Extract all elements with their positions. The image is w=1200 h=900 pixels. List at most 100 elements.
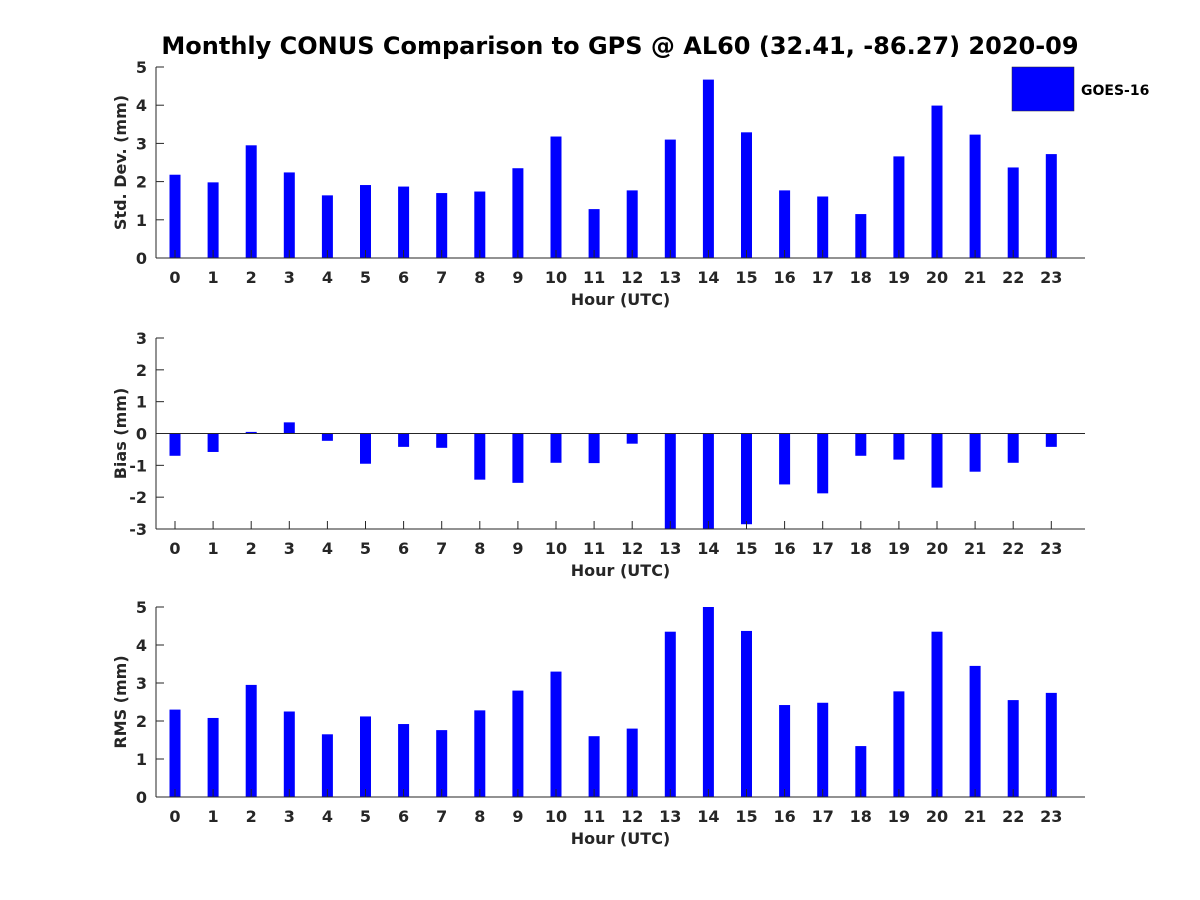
- y-tick-label: 3: [136, 329, 147, 348]
- x-tick-label: 23: [1040, 539, 1062, 558]
- x-tick-label: 19: [888, 807, 910, 826]
- bar-hour-16: [779, 433, 791, 485]
- bar-hour-13: [664, 433, 676, 529]
- legend-label: GOES-16: [1081, 83, 1149, 99]
- bar-hour-20: [931, 105, 943, 258]
- bar-hour-22: [1007, 433, 1019, 463]
- y-tick-label: -3: [129, 520, 147, 539]
- bar-hour-19: [893, 433, 905, 460]
- x-tick-label: 9: [512, 807, 523, 826]
- x-tick-label: 10: [545, 268, 567, 287]
- bar-hour-0: [169, 709, 181, 797]
- x-tick-label: 18: [850, 539, 872, 558]
- x-tick-label: 9: [512, 539, 523, 558]
- x-tick-label: 12: [621, 268, 643, 287]
- x-tick-label: 1: [208, 539, 219, 558]
- bar-hour-16: [779, 190, 791, 258]
- x-tick-label: 10: [545, 807, 567, 826]
- bar-hour-12: [626, 433, 638, 444]
- x-tick-label: 4: [322, 807, 333, 826]
- bar-hour-4: [321, 195, 333, 258]
- x-tick-label: 11: [583, 807, 605, 826]
- y-axis-label: Std. Dev. (mm): [111, 95, 130, 230]
- bar-hour-5: [360, 433, 371, 464]
- bar-hour-4: [321, 433, 333, 441]
- bar-hour-21: [969, 665, 981, 797]
- x-axis-label: Hour (UTC): [571, 290, 671, 309]
- legend: GOES-16: [1011, 66, 1149, 112]
- x-tick-label: 0: [169, 539, 180, 558]
- bar-hour-5: [360, 716, 371, 797]
- x-tick-label: 22: [1002, 268, 1024, 287]
- bar-hour-6: [398, 186, 410, 258]
- bar-hour-23: [1045, 692, 1057, 797]
- x-tick-label: 21: [964, 539, 986, 558]
- y-tick-label: -1: [129, 456, 147, 475]
- x-tick-label: 17: [812, 539, 834, 558]
- x-tick-label: 19: [888, 268, 910, 287]
- bar-hour-8: [474, 433, 486, 480]
- x-tick-label: 16: [773, 268, 795, 287]
- x-tick-label: 18: [850, 807, 872, 826]
- bar-hour-12: [626, 728, 638, 797]
- bar-hour-21: [969, 433, 981, 472]
- bar-hour-1: [207, 433, 219, 452]
- bar-hour-19: [893, 691, 905, 797]
- bar-hour-4: [321, 734, 333, 797]
- bar-hour-12: [626, 190, 638, 258]
- x-tick-label: 20: [926, 539, 948, 558]
- x-tick-label: 7: [436, 268, 447, 287]
- bar-hour-18: [855, 214, 867, 258]
- x-tick-label: 14: [697, 539, 719, 558]
- x-tick-label: 20: [926, 807, 948, 826]
- bar-hour-11: [588, 433, 600, 464]
- bar-hour-18: [855, 746, 867, 797]
- x-tick-label: 21: [964, 268, 986, 287]
- x-tick-label: 4: [322, 539, 333, 558]
- bar-hour-22: [1007, 167, 1019, 258]
- bar-hour-3: [283, 711, 295, 797]
- bar-hour-8: [474, 191, 486, 258]
- y-tick-label: 2: [136, 712, 147, 731]
- bar-hour-0: [169, 174, 181, 258]
- x-tick-label: 3: [284, 539, 295, 558]
- x-tick-label: 1: [208, 807, 219, 826]
- bar-hour-7: [436, 433, 448, 448]
- x-tick-label: 5: [360, 539, 371, 558]
- y-axis-label: Bias (mm): [111, 388, 130, 480]
- y-tick-label: 2: [136, 173, 147, 192]
- x-tick-label: 15: [735, 539, 757, 558]
- bar-hour-20: [931, 433, 943, 488]
- x-tick-label: 22: [1002, 807, 1024, 826]
- bar-hour-15: [741, 132, 752, 258]
- bar-hour-10: [550, 433, 562, 463]
- bar-hour-6: [398, 724, 410, 797]
- x-tick-label: 5: [360, 268, 371, 287]
- bar-hour-0: [169, 433, 181, 456]
- x-tick-label: 3: [284, 268, 295, 287]
- bar-hour-2: [245, 145, 257, 258]
- x-tick-label: 0: [169, 268, 180, 287]
- x-tick-label: 18: [850, 268, 872, 287]
- x-tick-label: 6: [398, 539, 409, 558]
- bar-hour-17: [817, 433, 829, 494]
- legend-swatch: [1011, 66, 1075, 112]
- bar-hour-23: [1045, 154, 1057, 258]
- y-tick-label: -2: [129, 488, 147, 507]
- x-tick-label: 16: [773, 807, 795, 826]
- x-tick-label: 15: [735, 268, 757, 287]
- chart-title: Monthly CONUS Comparison to GPS @ AL60 (…: [161, 32, 1078, 60]
- x-tick-label: 22: [1002, 539, 1024, 558]
- x-tick-label: 11: [583, 539, 605, 558]
- x-tick-label: 19: [888, 539, 910, 558]
- bar-hour-7: [436, 730, 448, 797]
- x-axis-label: Hour (UTC): [571, 829, 671, 848]
- x-tick-label: 13: [659, 268, 681, 287]
- x-tick-label: 23: [1040, 807, 1062, 826]
- bar-hour-14: [702, 79, 714, 258]
